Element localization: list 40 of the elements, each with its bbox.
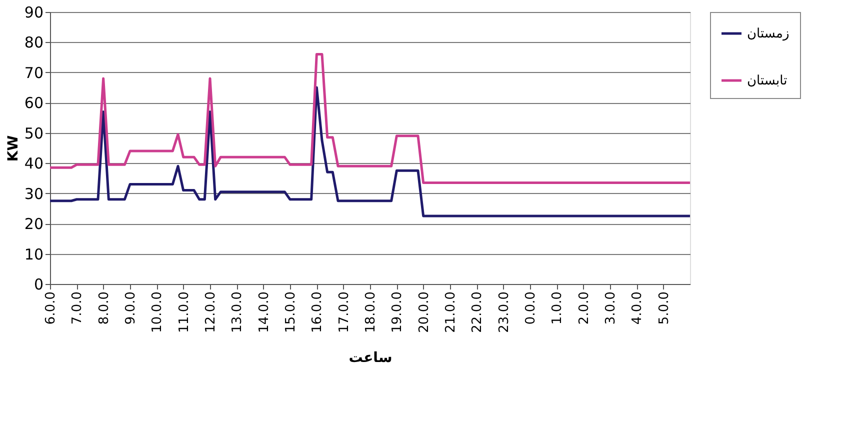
y-tick-label: 70 [24, 64, 44, 82]
x-tick-label: 4.0.0 [630, 292, 646, 325]
x-tick-label: 23.0.0 [496, 292, 512, 333]
y-tick-label: 10 [24, 245, 44, 264]
x-tick-label: 12.0.0 [204, 292, 218, 333]
x-tick-label: 9.0.0 [124, 292, 138, 325]
legend-label: زمستان [747, 26, 790, 42]
x-tick-label: 22.0.0 [470, 292, 486, 333]
y-tick-label: 30 [24, 184, 44, 203]
y-tick-label: 80 [24, 34, 44, 52]
x-tick-label: 13.0.0 [230, 292, 246, 333]
y-tick-label: 0 [34, 276, 44, 294]
y-tick-label: 40 [24, 154, 44, 173]
x-tick-label: 16.0.0 [310, 292, 326, 333]
line-series [48, 86, 692, 218]
y-axis-title: KW [5, 135, 22, 162]
x-tick-label: 2.0.0 [576, 292, 592, 325]
x-tick-label: 8.0.0 [96, 292, 112, 325]
x-tick-label: 1.0.0 [550, 292, 566, 325]
x-tick-label: 18.0.0 [364, 292, 378, 333]
legend-label: تابستان [747, 74, 788, 88]
x-tick-label: 6.0.0 [44, 292, 58, 325]
y-tick-label: 60 [24, 94, 44, 112]
y-tick-label: 20 [24, 215, 44, 234]
y-tick-label: 90 [24, 4, 44, 22]
x-tick-label: 14.0.0 [256, 292, 272, 333]
x-tick-label: 10.0.0 [150, 292, 166, 333]
x-tick-label: 15.0.0 [284, 292, 298, 333]
x-tick-label: 11.0.0 [176, 292, 192, 333]
y-tick-label: 50 [24, 124, 44, 142]
x-tick-label: 3.0.0 [604, 292, 618, 325]
x-tick-label: 21.0.0 [444, 292, 458, 333]
x-tick-label: 19.0.0 [390, 292, 406, 333]
x-axis-title: ساعت [348, 350, 392, 366]
x-tick-label: 7.0.0 [70, 292, 86, 325]
line-series [48, 53, 692, 184]
x-tick-label: 17.0.0 [336, 292, 352, 333]
x-tick-label: 0.0.0 [524, 292, 538, 325]
x-tick-label: 20.0.0 [416, 292, 432, 333]
x-tick-label: 5.0.0 [656, 292, 672, 325]
